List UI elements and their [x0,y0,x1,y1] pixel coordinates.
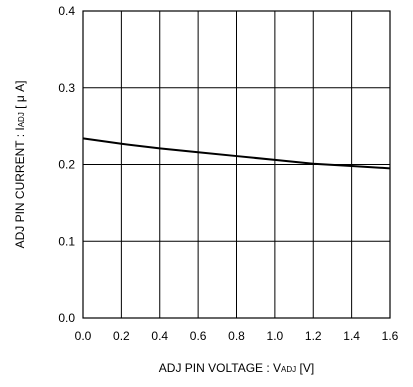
x-tick-label: 1.4 [343,329,360,343]
x-tick-label: 0.6 [190,329,207,343]
series-line [82,137,391,170]
x-tick-label: 1.0 [267,329,284,343]
x-axis-label-unit: [V] [296,361,314,375]
x-tick-label: 0.0 [75,329,92,343]
x-tick-label: 1.2 [305,329,322,343]
x-axis-label-main: ADJ PIN VOLTAGE : V [159,361,281,375]
x-tick-label: 0.4 [151,329,168,343]
y-axis-label: ADJ PIN CURRENT : IADJ [ μ A] [13,81,27,249]
y-axis-label-main: ADJ PIN CURRENT : I [13,127,27,248]
x-axis-label: ADJ PIN VOLTAGE : VADJ [V] [159,361,314,375]
y-axis-label-unit: [ μ A] [13,81,27,113]
x-tick-label: 0.2 [113,329,130,343]
grid [82,10,391,319]
y-tick-label: 0.1 [58,234,75,248]
y-tick-label: 0.4 [58,4,75,18]
x-tick-label: 1.6 [382,329,399,343]
y-axis-label-sub: ADJ [17,112,26,127]
x-axis-label-sub: ADJ [281,365,296,374]
x-tick-labels: 0.0 0.2 0.4 0.6 0.8 1.0 1.2 1.4 1.6 [75,329,399,343]
y-tick-labels: 0.0 0.1 0.2 0.3 0.4 [58,4,75,325]
y-tick-label: 0.3 [58,81,75,95]
y-tick-label: 0.2 [58,158,75,172]
series-layer [82,137,391,170]
x-tick-label: 0.8 [228,329,245,343]
y-tick-label: 0.0 [58,311,75,325]
plot-frame [82,10,391,319]
